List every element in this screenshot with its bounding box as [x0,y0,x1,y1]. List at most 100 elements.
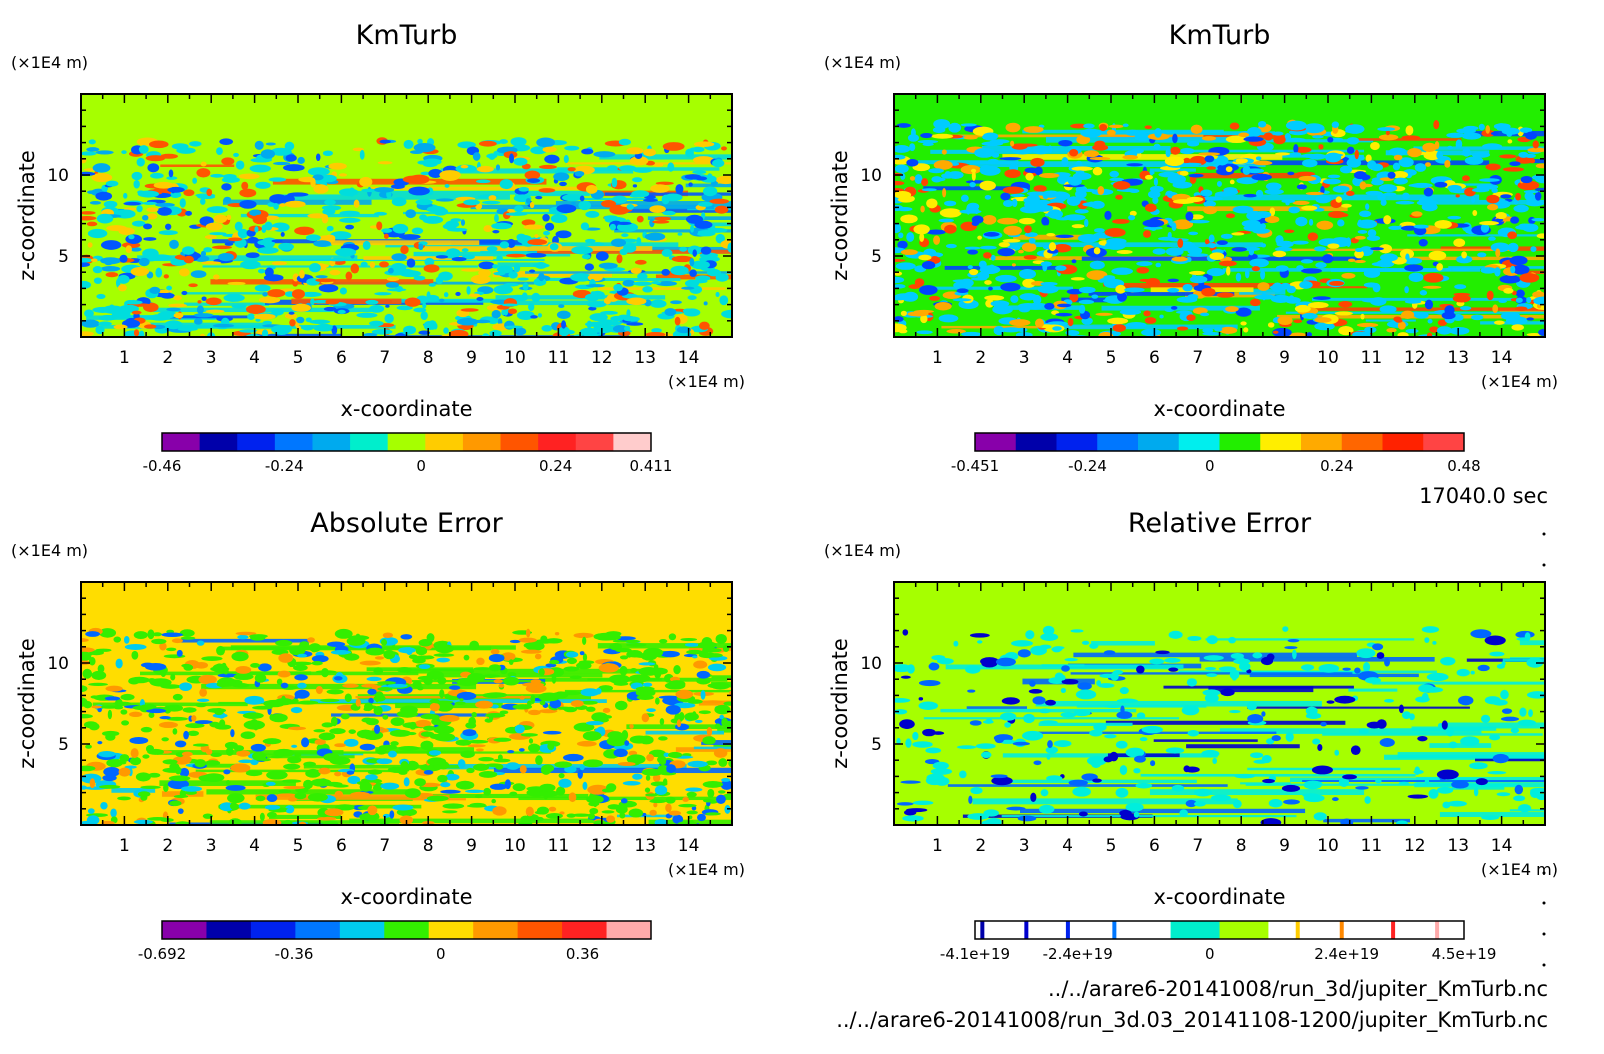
x-tick-label: 12 [1404,836,1426,856]
contour-blob [339,217,361,223]
contour-blob [661,268,670,276]
contour-blob [359,149,365,160]
contour-blob [932,761,949,770]
contour-blob [1518,151,1529,158]
contour-blob [146,213,158,220]
colorbar-tick-label: -0.692 [138,945,186,963]
contour-blob [1058,139,1073,147]
contour-blob [1206,635,1218,645]
contour-blob [214,724,232,730]
colorbar-segment [1178,433,1220,451]
contour-blob [435,644,454,654]
contour-blob [643,647,664,658]
contour-streak [218,701,441,705]
contour-blob [320,698,340,703]
contour-blob [1261,243,1267,248]
contour-blob [136,205,143,213]
contour-blob [1071,166,1093,171]
contour-blob [1507,231,1517,240]
contour-blob [1367,229,1377,237]
contour-blob [337,309,346,315]
contour-blob [994,735,1005,744]
contour-blob [98,784,121,789]
contour-blob [1423,187,1434,197]
contour-blob [904,809,917,816]
contour-blob [264,221,273,231]
x-tick-label: 2 [975,836,986,856]
contour-blob [613,748,628,758]
colorbar-segment [428,921,474,939]
contour-blob [447,227,468,232]
contour-blob [665,796,676,804]
contour-blob [1109,177,1125,182]
contour-streak [555,201,732,207]
contour-blob [921,188,937,192]
contour-blob [513,327,527,336]
contour-blob [1424,162,1431,167]
contour-blob [1353,171,1367,180]
contour-blob [1235,158,1248,164]
contour-streak [1313,307,1545,311]
x-tick-label: 5 [1106,348,1117,368]
contour-blob [634,259,647,265]
contour-blob [1517,180,1540,191]
contour-blob [535,755,543,766]
contour-blob [372,785,382,791]
contour-blob [200,161,207,167]
contour-blob [680,637,698,642]
contour-blob [397,667,412,673]
colorbar-segment [1366,921,1416,939]
contour-blob [81,638,89,643]
contour-blob [610,238,627,247]
contour-blob [361,188,377,193]
contour-blob [619,665,628,676]
contour-blob [148,772,161,778]
contour-blob [1255,189,1264,198]
contour-blob [1418,684,1435,693]
contour-blob [1117,292,1128,302]
contour-blob [894,190,912,199]
contour-blob [104,696,121,701]
contour-blob [1355,247,1364,253]
contour-blob [1509,161,1521,167]
contour-blob [296,316,305,324]
x-tick-label: 6 [1149,348,1160,368]
contour-blob [578,200,591,211]
x-tick-label: 11 [548,836,570,856]
contour-blob [679,246,688,252]
contour-blob [1192,307,1208,315]
contour-blob [626,322,644,326]
contour-blob [230,763,251,773]
contour-blob [197,300,202,304]
x-tick-label: 9 [1279,836,1290,856]
contour-blob [1262,778,1275,784]
contour-blob [195,702,207,708]
contour-blob [1496,244,1512,250]
contour-streak [597,287,726,291]
contour-blob [488,153,496,160]
contour-blob [366,676,382,682]
contour-blob [1365,203,1370,210]
contour-blob [93,277,102,284]
contour-blob [1235,307,1252,317]
contour-blob [1189,214,1204,220]
contour-blob [1103,650,1116,656]
contour-blob [325,299,340,305]
contour-blob [470,274,491,284]
contour-blob [556,310,571,320]
contour-blob [81,257,93,263]
contour-blob [998,241,1011,248]
contour-blob [687,295,697,301]
contour-streak [1521,270,1545,274]
contour-blob [197,194,216,200]
contour-blob [1453,238,1466,247]
contour-blob [1219,326,1238,334]
contour-blob [1261,711,1266,717]
contour-blob [525,197,531,204]
contour-blob [493,737,512,742]
contour-blob [984,194,992,200]
contour-blob [1116,711,1133,719]
contour-blob [933,119,951,129]
contour-blob [1030,792,1037,803]
contour-blob [311,655,329,663]
